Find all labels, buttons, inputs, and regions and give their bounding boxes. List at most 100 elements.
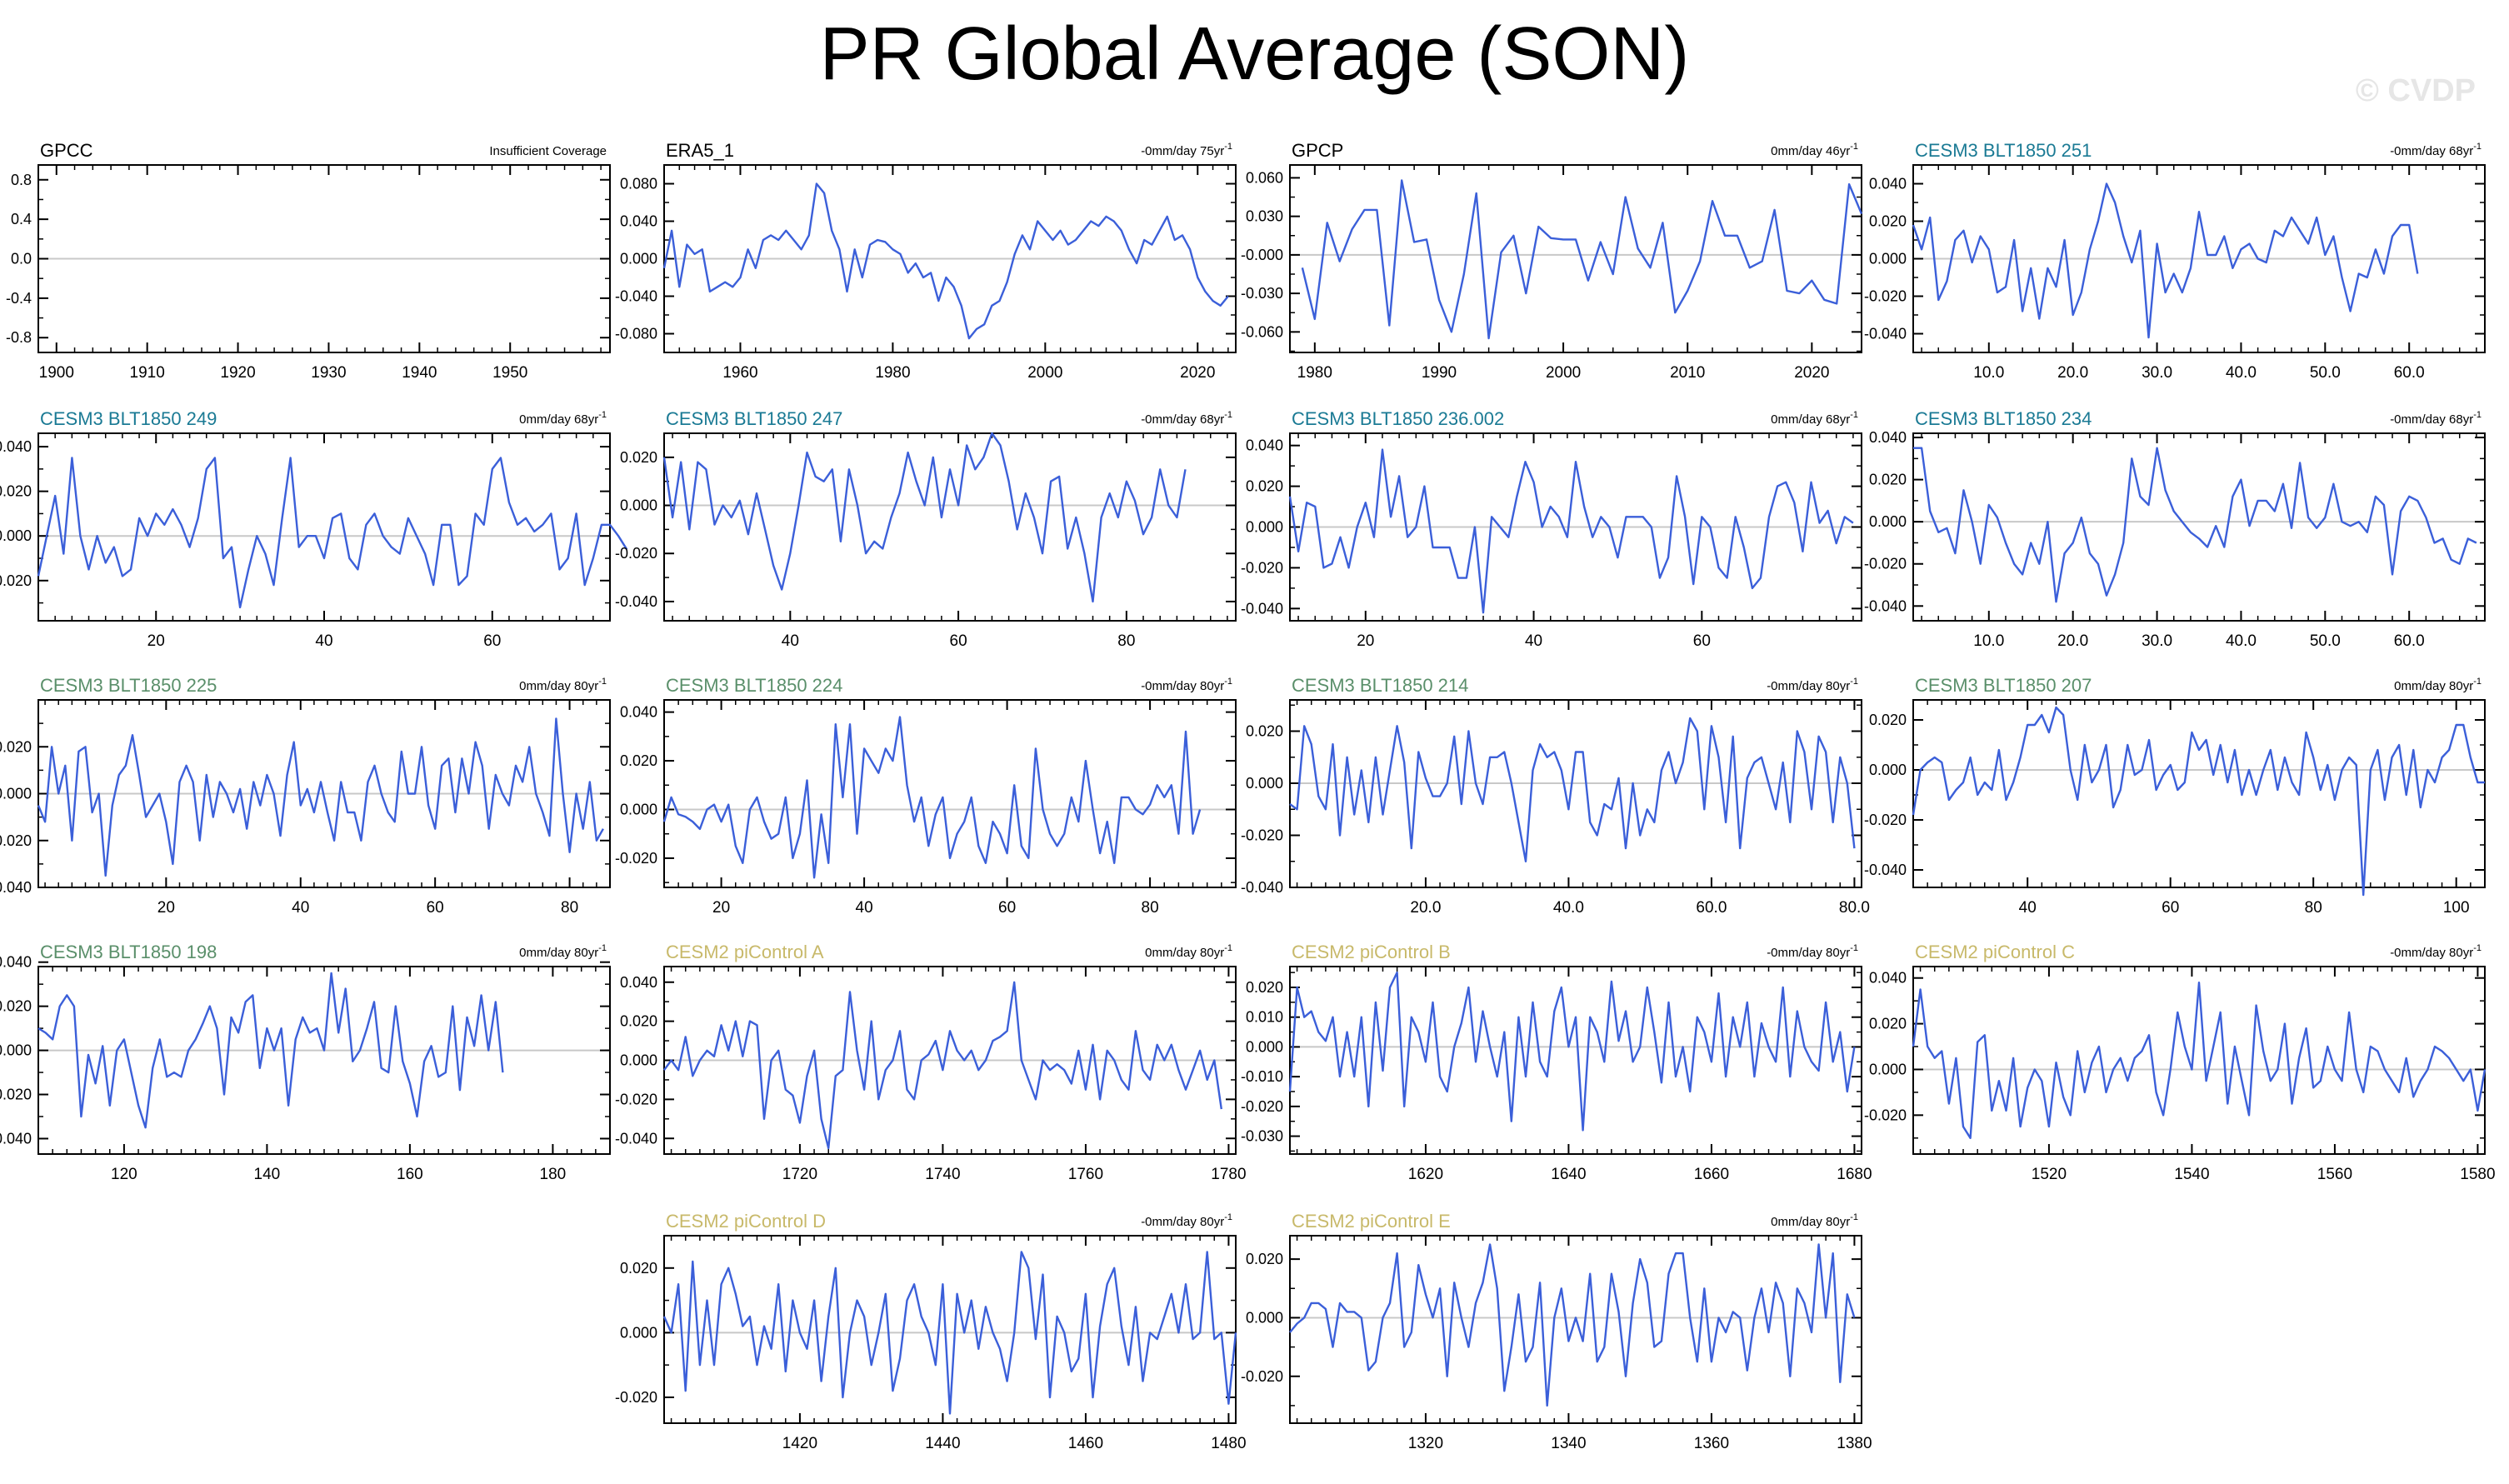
series-label: CESM3 BLT1850 251 (1915, 140, 2092, 161)
trend-label: 0mm/day 80yr-1 (1145, 943, 1232, 960)
series-line (662, 432, 1187, 603)
y-tick-label: 0.040 (1869, 176, 1907, 192)
trend-label: 0mm/day 80yr-1 (1771, 1212, 1858, 1229)
x-tick-label: 120 (111, 1166, 137, 1183)
trend-label: Insufficient Coverage (489, 144, 607, 158)
trend-label: -0mm/day 80yr-1 (1767, 677, 1858, 693)
plot-frame (1289, 699, 1862, 888)
series-label: ERA5_1 (666, 140, 734, 161)
trend-exponent: -1 (2473, 943, 2482, 953)
x-tick-label: 160 (397, 1166, 423, 1183)
x-tick-label: 1950 (492, 364, 527, 382)
chart-panel-4: 20 40 60 0.040 0.020 0.000 -0.020 CESM3 BLT1850… (0, 408, 628, 650)
chart-panel-8: 20 40 60 80 0.020 0.000 -0.020 -0.040 CESM3 BLT1… (0, 675, 611, 917)
series-line (663, 981, 1222, 1150)
x-tick-label: 40 (856, 899, 873, 917)
y-tick-label: -0.020 (1864, 812, 1907, 828)
x-tick-label: 40 (2019, 899, 2037, 917)
series-line (1289, 1243, 1856, 1407)
y-tick-label: 0.020 (620, 449, 657, 466)
plot-frame (37, 966, 611, 1155)
series-line (662, 716, 1202, 879)
y-tick-label: 0.030 (1246, 208, 1283, 225)
chart-panel-9: 20 40 60 80 0.040 0.020 0.000 -0.020 CESM3 BLT18… (615, 675, 1237, 917)
y-tick-label: 0.4 (11, 211, 32, 227)
x-tick-label: 2000 (1546, 364, 1581, 382)
trend-exponent: -1 (2473, 142, 2482, 152)
y-tick-label: 0.020 (1246, 979, 1283, 996)
trend-label: -0mm/day 75yr-1 (1141, 142, 1232, 158)
y-tick-label: -0.8 (6, 329, 32, 346)
y-tick-label: 0.000 (0, 786, 32, 802)
y-tick-label: 0.040 (620, 704, 657, 721)
x-tick-label: 60 (1693, 632, 1711, 650)
x-tick-label: 2000 (1027, 364, 1062, 382)
x-tick-label: 1440 (925, 1435, 960, 1452)
series-line (37, 457, 628, 609)
y-tick-label: -0.020 (1241, 1368, 1283, 1385)
series-label: CESM2 piControl C (1915, 942, 2075, 962)
x-tick-label: 1930 (311, 364, 346, 382)
series-line (662, 1251, 1237, 1415)
y-tick-label: 0.020 (1246, 723, 1283, 740)
y-tick-label: 0.020 (0, 483, 32, 500)
x-tick-label: 1900 (39, 364, 74, 382)
series-label: CESM3 BLT1850 236.002 (1292, 408, 1504, 429)
x-tick-label: 1620 (1408, 1166, 1443, 1183)
x-tick-label: 60 (427, 899, 444, 917)
y-tick-label: 0.000 (1246, 519, 1283, 536)
plot-frame (1912, 432, 2486, 622)
trend-label: 0mm/day 80yr-1 (519, 677, 607, 693)
trend-exponent: -1 (1224, 1212, 1232, 1222)
y-tick-label: 0.040 (0, 438, 32, 455)
series-line (1301, 179, 1863, 340)
chart-panel-2: 1980 1990 2000 2010 2020 0.060 0.030 -0.000 -0.0… (1241, 140, 1863, 382)
y-tick-label: 0.0 (11, 251, 32, 267)
y-tick-label: -0.040 (615, 288, 657, 305)
series-line (1913, 447, 2477, 603)
plot-frame (1912, 699, 2486, 888)
x-tick-label: 1580 (2460, 1166, 2495, 1183)
x-tick-label: 1660 (1694, 1166, 1729, 1183)
series-line (37, 717, 604, 877)
series-label: CESM3 BLT1850 207 (1915, 675, 2092, 696)
x-tick-label: 80.0 (1839, 899, 1870, 917)
series-line (662, 182, 1229, 340)
series-line (1912, 981, 2487, 1140)
chart-panel-11: 40 60 80 100 0.020 0.000 -0.020 -0.040 CESM3 BLT… (1864, 675, 2486, 917)
x-tick-label: 1360 (1694, 1435, 1729, 1452)
trend-exponent: -1 (2473, 677, 2482, 687)
x-tick-label: 80 (1117, 632, 1135, 650)
x-tick-label: 40 (315, 632, 332, 650)
x-tick-label: 1910 (130, 364, 165, 382)
x-tick-label: 60 (998, 899, 1016, 917)
x-tick-label: 40.0 (2226, 364, 2257, 382)
trend-label: -0mm/day 80yr-1 (1767, 943, 1858, 960)
y-tick-label: -0.020 (0, 832, 32, 849)
chart-panel-13: 1720 1740 1760 1780 0.040 0.020 0.000 -0.020 -0.… (615, 942, 1247, 1183)
x-tick-label: 1740 (925, 1166, 960, 1183)
y-tick-label: 0.020 (1869, 712, 1907, 728)
x-tick-label: 60.0 (1696, 899, 1727, 917)
y-tick-label: -0.020 (1864, 556, 1907, 572)
y-tick-label: 0.020 (1246, 1251, 1283, 1267)
x-tick-label: 1640 (1551, 1166, 1586, 1183)
x-tick-label: 2010 (1670, 364, 1705, 382)
x-tick-label: 20.0 (2057, 632, 2088, 650)
y-tick-label: -0.040 (615, 1130, 657, 1147)
trend-label: -0mm/day 80yr-1 (1141, 677, 1232, 693)
y-tick-label: -0.020 (615, 850, 657, 867)
x-tick-label: 1990 (1422, 364, 1457, 382)
x-tick-label: 140 (254, 1166, 281, 1183)
page-title: PR Global Average (SON) (819, 12, 1690, 96)
series-line (1288, 971, 1856, 1132)
series-line (1289, 717, 1856, 863)
y-tick-label: -0.020 (0, 1087, 32, 1103)
chart-panel-15: 1520 1540 1560 1580 0.040 0.020 0.000 -0.020 CES… (1864, 942, 2496, 1183)
series-line (1912, 706, 2485, 897)
y-tick-label: 0.000 (1869, 1061, 1907, 1077)
x-tick-label: 1560 (2317, 1166, 2352, 1183)
y-tick-label: 0.000 (620, 801, 657, 817)
y-tick-label: -0.080 (615, 326, 657, 342)
y-tick-label: 0.000 (1869, 762, 1907, 778)
